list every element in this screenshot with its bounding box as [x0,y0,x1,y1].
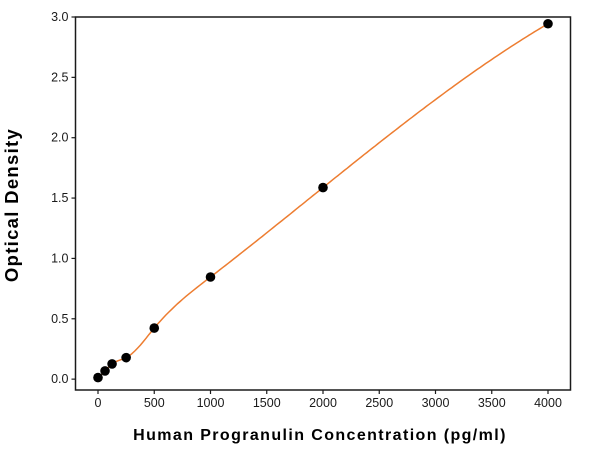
svg-text:0.5: 0.5 [51,312,68,326]
svg-text:2500: 2500 [365,396,393,410]
svg-text:Optical Density: Optical Density [1,128,22,282]
svg-text:1.0: 1.0 [51,251,68,265]
svg-text:3500: 3500 [478,396,506,410]
svg-text:1500: 1500 [253,396,281,410]
svg-text:0.0: 0.0 [51,372,68,386]
svg-text:500: 500 [144,396,165,410]
svg-text:4000: 4000 [534,396,562,410]
svg-text:0: 0 [95,396,102,410]
svg-text:3.0: 3.0 [51,10,68,24]
svg-text:2.5: 2.5 [51,70,68,84]
svg-text:Human Progranulin Concentratio: Human Progranulin Concentration (pg/ml) [133,427,507,444]
svg-text:1.5: 1.5 [51,191,68,205]
svg-text:1000: 1000 [197,396,225,410]
svg-text:3000: 3000 [422,396,450,410]
svg-text:2000: 2000 [309,396,337,410]
svg-text:2.0: 2.0 [51,131,68,145]
